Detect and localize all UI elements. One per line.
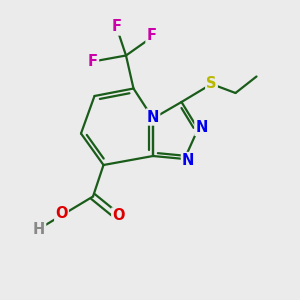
Text: S: S [206,76,217,92]
Text: O: O [55,206,68,221]
Text: F: F [112,20,122,34]
Text: N: N [147,110,159,124]
Text: H: H [33,222,45,237]
Text: N: N [195,120,208,135]
Text: N: N [182,153,194,168]
Text: O: O [112,208,125,224]
Text: F: F [146,28,157,44]
Text: F: F [88,54,98,69]
